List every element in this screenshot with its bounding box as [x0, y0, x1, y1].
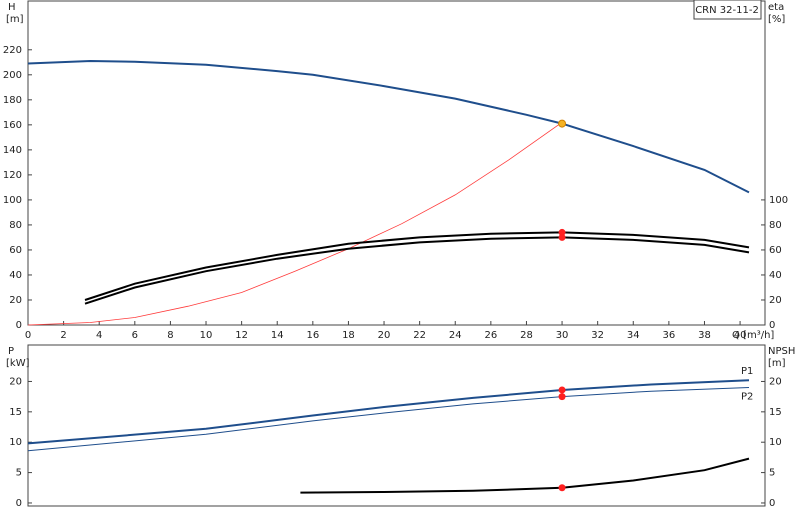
- y2-tick-label: 20: [769, 376, 782, 387]
- curve: [27, 121, 563, 326]
- y-tick-label: 120: [3, 170, 22, 181]
- annotation-box: [693, 0, 762, 20]
- x-axis-label: Q [m³/h]: [732, 330, 774, 341]
- y-axis-unit: [kW]: [6, 358, 30, 369]
- x-tick-label: 12: [235, 330, 248, 341]
- curve: [27, 387, 750, 452]
- x-tick-label: 30: [556, 330, 569, 341]
- x-tick-label: 4: [96, 330, 102, 341]
- x-tick-label: 14: [271, 330, 284, 341]
- plot-frame: [27, 0, 766, 326]
- x-tick-label: 32: [591, 330, 604, 341]
- y2-tick-label: 60: [769, 245, 782, 256]
- y2-tick-label: 100: [769, 195, 788, 206]
- y2-axis-label: NPSH: [768, 346, 795, 357]
- x-tick-label: 28: [520, 330, 533, 341]
- y-tick-label: 20: [9, 376, 22, 387]
- y2-tick-label: 80: [769, 220, 782, 231]
- x-tick-label: 10: [200, 330, 213, 341]
- y-tick-label: 60: [9, 245, 22, 256]
- x-tick-label: 22: [413, 330, 426, 341]
- y2-axis-unit: [m]: [768, 358, 786, 369]
- series-label: P2: [741, 392, 753, 403]
- y2-tick-label: 0: [769, 498, 775, 509]
- duty-point: [558, 393, 566, 401]
- x-tick-label: 20: [378, 330, 391, 341]
- x-tick-label: 38: [698, 330, 711, 341]
- y-tick-label: 160: [3, 120, 22, 131]
- y-tick-label: 20: [9, 295, 22, 306]
- y-tick-label: 220: [3, 45, 22, 56]
- y-tick-label: 0: [16, 320, 22, 331]
- plot-frame: [27, 344, 766, 507]
- y-tick-label: 10: [9, 437, 22, 448]
- x-tick-label: 36: [663, 330, 676, 341]
- x-tick-label: 2: [60, 330, 66, 341]
- duty-point: [558, 233, 566, 241]
- y-tick-label: 100: [3, 195, 22, 206]
- y-tick-label: 0: [16, 498, 22, 509]
- x-tick-label: 18: [342, 330, 355, 341]
- duty-point: [558, 386, 566, 394]
- y2-axis-unit: [%]: [768, 14, 785, 25]
- y-axis-label: P: [8, 346, 14, 357]
- y-tick-label: 140: [3, 145, 22, 156]
- y-tick-label: 5: [16, 468, 22, 479]
- x-tick-label: 16: [306, 330, 319, 341]
- y2-tick-label: 5: [769, 468, 775, 479]
- y-tick-label: 80: [9, 220, 22, 231]
- x-tick-label: 34: [627, 330, 640, 341]
- y-axis-unit: [m]: [6, 14, 24, 25]
- y-axis-label: H: [8, 2, 16, 13]
- annotation: CRN 32-11-2: [695, 5, 759, 16]
- y2-axis-label: eta: [768, 2, 784, 13]
- x-tick-label: 8: [167, 330, 173, 341]
- y-tick-label: 200: [3, 70, 22, 81]
- curve: [84, 236, 750, 305]
- series-label: P1: [741, 366, 753, 377]
- y2-tick-label: 20: [769, 295, 782, 306]
- y-tick-label: 180: [3, 95, 22, 106]
- duty-point: [558, 228, 566, 236]
- y2-tick-label: 0: [769, 320, 775, 331]
- x-tick-label: 26: [484, 330, 497, 341]
- y-tick-label: 40: [9, 270, 22, 281]
- x-tick-label: 40: [734, 330, 747, 341]
- curve: [27, 379, 750, 445]
- x-tick-label: 6: [132, 330, 138, 341]
- duty-point: [558, 119, 567, 128]
- x-tick-label: 0: [25, 330, 31, 341]
- curve: [27, 59, 750, 194]
- curve: [300, 457, 750, 494]
- y2-tick-label: 40: [769, 270, 782, 281]
- curve: [84, 231, 750, 301]
- y2-tick-label: 15: [769, 407, 782, 418]
- y-tick-label: 15: [9, 407, 22, 418]
- y2-tick-label: 10: [769, 437, 782, 448]
- x-tick-label: 24: [449, 330, 462, 341]
- duty-point: [558, 484, 566, 492]
